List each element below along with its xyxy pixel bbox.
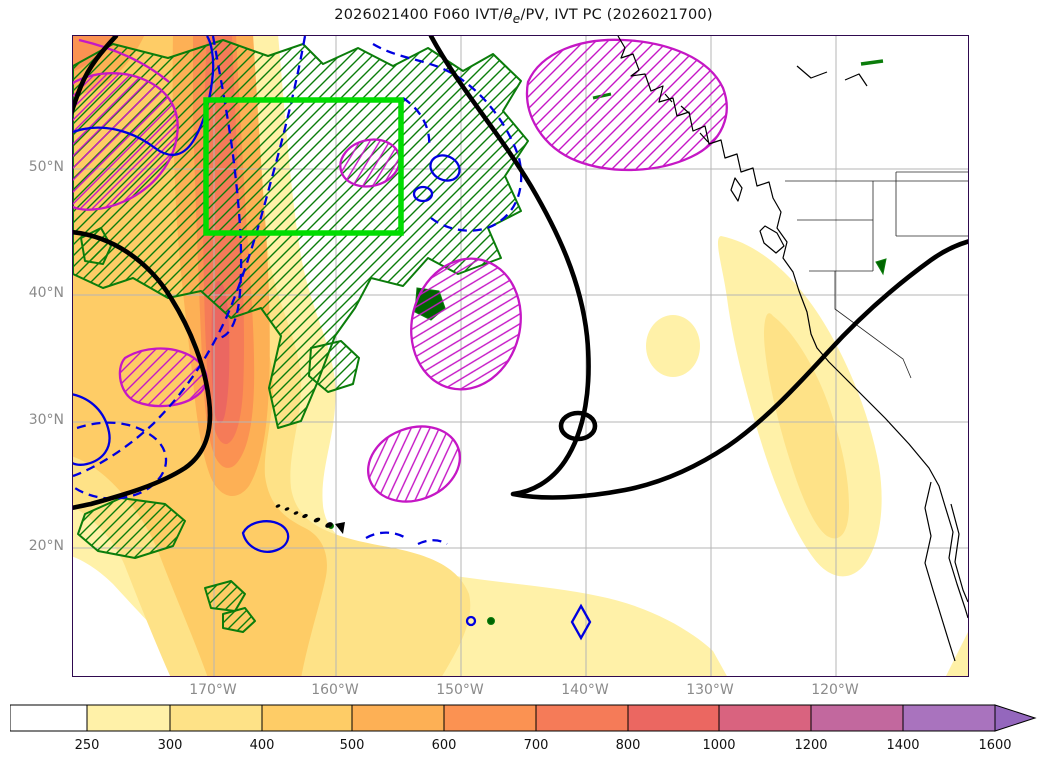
coastlines <box>617 36 968 662</box>
colorbar-segment <box>443 704 537 732</box>
colorbar-segment <box>627 704 720 732</box>
cb-tick-250: 250 <box>74 738 100 753</box>
colorbar-canvas <box>9 704 1037 732</box>
lon-tick-120w: 120°W <box>811 682 859 698</box>
colorbar-segment <box>810 704 904 732</box>
thick-black-pv-contours <box>73 36 968 511</box>
cb-tick-400: 400 <box>249 738 275 753</box>
lat-tick-50n: 50°N <box>28 159 64 175</box>
lat-tick-30n: 30°N <box>28 412 64 428</box>
colorbar-extend-arrow <box>994 704 1037 732</box>
colorbar-segment <box>86 704 171 732</box>
colorbar-segment <box>351 704 445 732</box>
lat-tick-40n: 40°N <box>28 285 64 301</box>
cb-tick-800: 800 <box>615 738 641 753</box>
lon-tick-170w: 170°W <box>189 682 237 698</box>
colorbar <box>9 704 1040 737</box>
cb-tick-1000: 1000 <box>702 738 736 753</box>
lon-tick-150w: 150°W <box>436 682 484 698</box>
title-theta-symbol: θ <box>503 7 513 23</box>
lat-tick-20n: 20°N <box>28 538 64 554</box>
lon-tick-140w: 140°W <box>561 682 609 698</box>
lon-tick-130w: 130°W <box>686 682 734 698</box>
colorbar-segment <box>261 704 353 732</box>
hawaii-islands <box>275 504 345 534</box>
cb-tick-600: 600 <box>431 738 457 753</box>
state-borders <box>785 171 968 379</box>
title-theta-subscript: e <box>512 11 521 26</box>
cb-tick-300: 300 <box>157 738 183 753</box>
title-suffix: /PV, IVT PC (2026021700) <box>520 7 713 23</box>
lon-tick-160w: 160°W <box>311 682 359 698</box>
colorbar-segment <box>169 704 263 732</box>
map-plot-area <box>72 35 969 677</box>
colorbar-segment <box>9 704 88 732</box>
cb-tick-500: 500 <box>339 738 365 753</box>
colorbar-segment <box>535 704 629 732</box>
map-canvas <box>73 36 968 676</box>
title-prefix: 2026021400 F060 IVT/ <box>334 7 504 23</box>
ivt-target-region-box <box>203 97 404 236</box>
colorbar-segment <box>902 704 996 732</box>
cb-tick-1400: 1400 <box>886 738 920 753</box>
colorbar-segment <box>718 704 812 732</box>
cb-tick-1200: 1200 <box>794 738 828 753</box>
cb-tick-700: 700 <box>523 738 549 753</box>
magenta-hatched-regions <box>73 38 728 503</box>
cb-tick-1600: 1600 <box>978 738 1012 753</box>
plot-title: 2026021400 F060 IVT/θe/PV, IVT PC (20260… <box>0 7 1047 26</box>
